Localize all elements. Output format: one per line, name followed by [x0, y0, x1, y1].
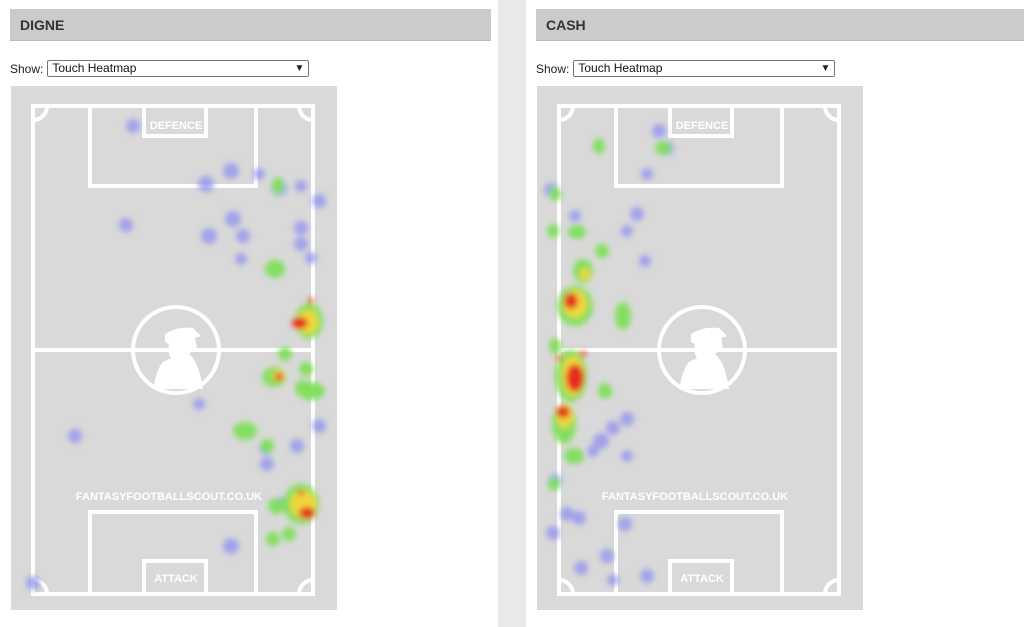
watermark-text: FANTASYFOOTBALLSCOUT.CO.UK: [76, 491, 262, 503]
attack-label: ATTACK: [154, 573, 198, 585]
view-select[interactable]: Touch Heatmap ▼: [47, 60, 310, 77]
pitch-heatmap: DEFENCE ATTACK FANTASYFOOTBALLSCOUT.CO.U…: [11, 86, 337, 610]
scout-logo-icon: [153, 327, 203, 389]
defence-label: DEFENCE: [676, 120, 729, 132]
defence-label: DEFENCE: [150, 120, 203, 132]
view-select-value: Touch Heatmap: [52, 61, 137, 75]
view-select-value: Touch Heatmap: [578, 61, 663, 75]
pitch-lines: [31, 104, 315, 596]
view-selector-row: Show: Touch Heatmap ▼: [10, 59, 310, 78]
player-name-header: DIGNE: [10, 9, 491, 41]
show-label: Show:: [10, 61, 44, 76]
chevron-down-icon: ▼: [294, 63, 305, 74]
view-selector-row: Show: Touch Heatmap ▼: [536, 59, 836, 78]
watermark-text: FANTASYFOOTBALLSCOUT.CO.UK: [602, 491, 788, 503]
heatmap-layer: [26, 119, 326, 590]
player-panel-digne: DIGNE Show: Touch Heatmap ▼: [0, 0, 498, 627]
chevron-down-icon: ▼: [820, 63, 831, 74]
attack-label: ATTACK: [680, 573, 724, 585]
pitch-lines: [557, 104, 841, 596]
player-panel-cash: CASH Show: Touch Heatmap ▼: [526, 0, 1024, 627]
view-select[interactable]: Touch Heatmap ▼: [573, 60, 836, 77]
player-name-header: CASH: [536, 9, 1024, 41]
scout-logo-icon: [679, 327, 729, 389]
heatmap-layer: [544, 124, 674, 586]
pitch-heatmap: DEFENCE ATTACK FANTASYFOOTBALLSCOUT.CO.U…: [537, 86, 863, 610]
show-label: Show:: [536, 61, 570, 76]
